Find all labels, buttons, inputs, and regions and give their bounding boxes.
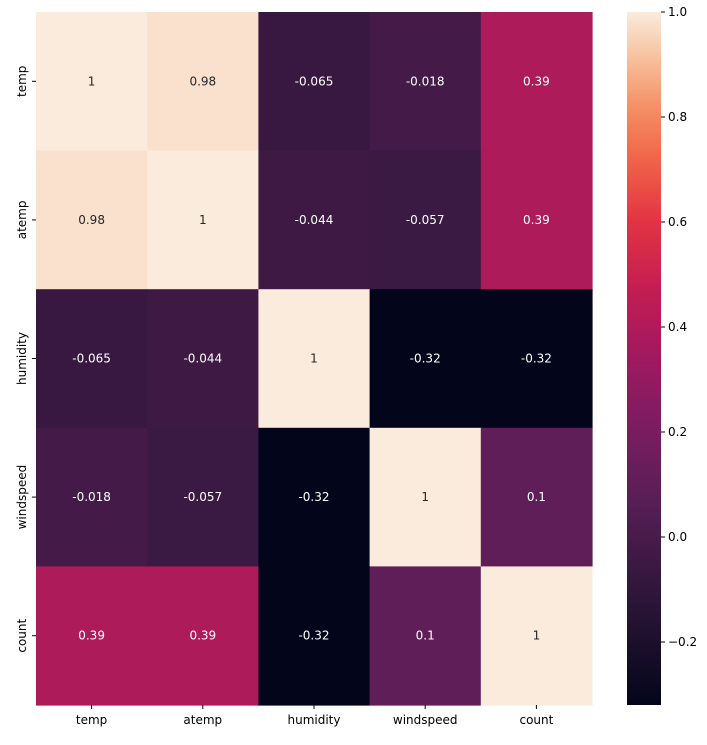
cell-annotation: -0.057 <box>406 213 445 227</box>
heatmap-cell-count-count <box>480 566 593 706</box>
heatmap-cell-windspeed-count <box>480 427 593 567</box>
cell-annotation: 0.39 <box>78 629 105 643</box>
heatmap-annotations: 1 0.98 -0.065 -0.018 0.39 0.98 1 -0.044 -0.057 0.… <box>72 74 552 642</box>
cell-annotation: -0.044 <box>183 352 222 366</box>
cell-annotation: 0.39 <box>523 213 550 227</box>
x-tick-label-temp: temp <box>76 713 107 727</box>
cell-annotation: 0.39 <box>523 74 550 88</box>
cell-annotation: 1 <box>421 490 429 504</box>
colorbar-gradient <box>627 12 661 705</box>
cell-annotation: -0.32 <box>298 490 329 504</box>
x-tick-label-humidity: humidity <box>288 713 341 727</box>
cell-annotation: 1 <box>199 213 207 227</box>
cell-annotation: -0.057 <box>183 490 222 504</box>
heatmap-cell-windspeed-windspeed <box>369 427 482 567</box>
cell-annotation: -0.065 <box>72 352 111 366</box>
x-tick-label-count: count <box>519 713 553 727</box>
heatmap-cell-windspeed-temp <box>36 427 148 567</box>
colorbar-tick-label: 1.0 <box>668 5 687 19</box>
y-tick-label-temp: temp <box>15 66 29 97</box>
heatmap-cell-humidity-temp <box>36 289 148 429</box>
colorbar-tick-label: 0.6 <box>668 215 687 229</box>
heatmap-cell-temp-windspeed <box>369 12 482 152</box>
heatmap-cell-count-windspeed <box>369 566 482 706</box>
cell-annotation: -0.018 <box>406 74 445 88</box>
heatmap-cell-humidity-windspeed <box>369 289 482 429</box>
heatmap-cell-temp-count <box>480 12 593 152</box>
heatmap-cell-count-temp <box>36 566 148 706</box>
colorbar-tick-label: 0.4 <box>668 320 687 334</box>
heatmap-cell-atemp-humidity <box>258 150 371 290</box>
colorbar-tick-label: −0.2 <box>668 635 697 649</box>
cell-annotation: 0.39 <box>189 629 216 643</box>
x-axis: temp atemp humidity windspeed count <box>76 705 554 727</box>
cell-annotation: -0.32 <box>521 352 552 366</box>
y-tick-label-count: count <box>15 618 29 652</box>
heatmap-cell-temp-temp <box>36 12 148 152</box>
cell-annotation: 0.1 <box>527 490 546 504</box>
heatmap-cell-humidity-atemp <box>147 289 259 429</box>
heatmap-cell-atemp-atemp <box>147 150 259 290</box>
heatmap-cell-count-humidity <box>258 566 371 706</box>
cell-annotation: -0.044 <box>295 213 334 227</box>
cell-annotation: -0.065 <box>295 74 334 88</box>
colorbar-tick-label: 0.0 <box>668 530 687 544</box>
heatmap-cell-atemp-temp <box>36 150 148 290</box>
heatmap-cell-humidity-humidity <box>258 289 371 429</box>
heatmap-cell-humidity-count <box>480 289 593 429</box>
heatmap-cell-windspeed-humidity <box>258 427 371 567</box>
cell-annotation: 0.98 <box>78 213 105 227</box>
cell-annotation: -0.32 <box>298 629 329 643</box>
heatmap-cell-atemp-windspeed <box>369 150 482 290</box>
cell-annotation: -0.018 <box>72 490 111 504</box>
heatmap-cell-windspeed-atemp <box>147 427 259 567</box>
cell-annotation: 1 <box>88 74 96 88</box>
cell-annotation: 1 <box>533 629 541 643</box>
heatmap-cell-count-atemp <box>147 566 259 706</box>
cell-annotation: 1 <box>310 352 318 366</box>
heatmap-cell-atemp-count <box>480 150 593 290</box>
heatmap-cell-temp-atemp <box>147 12 259 152</box>
heatmap-cell-temp-humidity <box>258 12 371 152</box>
colorbar-tick-label: 0.2 <box>668 425 687 439</box>
colorbar-tick-label: 0.8 <box>668 110 687 124</box>
cell-annotation: -0.32 <box>410 352 441 366</box>
cell-annotation: 0.1 <box>416 629 435 643</box>
heatmap-cells <box>36 12 593 706</box>
y-tick-label-windspeed: windspeed <box>15 465 29 530</box>
colorbar: −0.2 0.0 0.2 0.4 0.6 0.8 1.0 <box>627 5 697 705</box>
x-tick-label-windspeed: windspeed <box>393 713 458 727</box>
y-axis: temp atemp humidity windspeed count <box>15 66 36 653</box>
y-tick-label-atemp: atemp <box>15 201 29 240</box>
x-tick-label-atemp: atemp <box>183 713 222 727</box>
cell-annotation: 0.98 <box>189 74 216 88</box>
y-tick-label-humidity: humidity <box>15 332 29 385</box>
